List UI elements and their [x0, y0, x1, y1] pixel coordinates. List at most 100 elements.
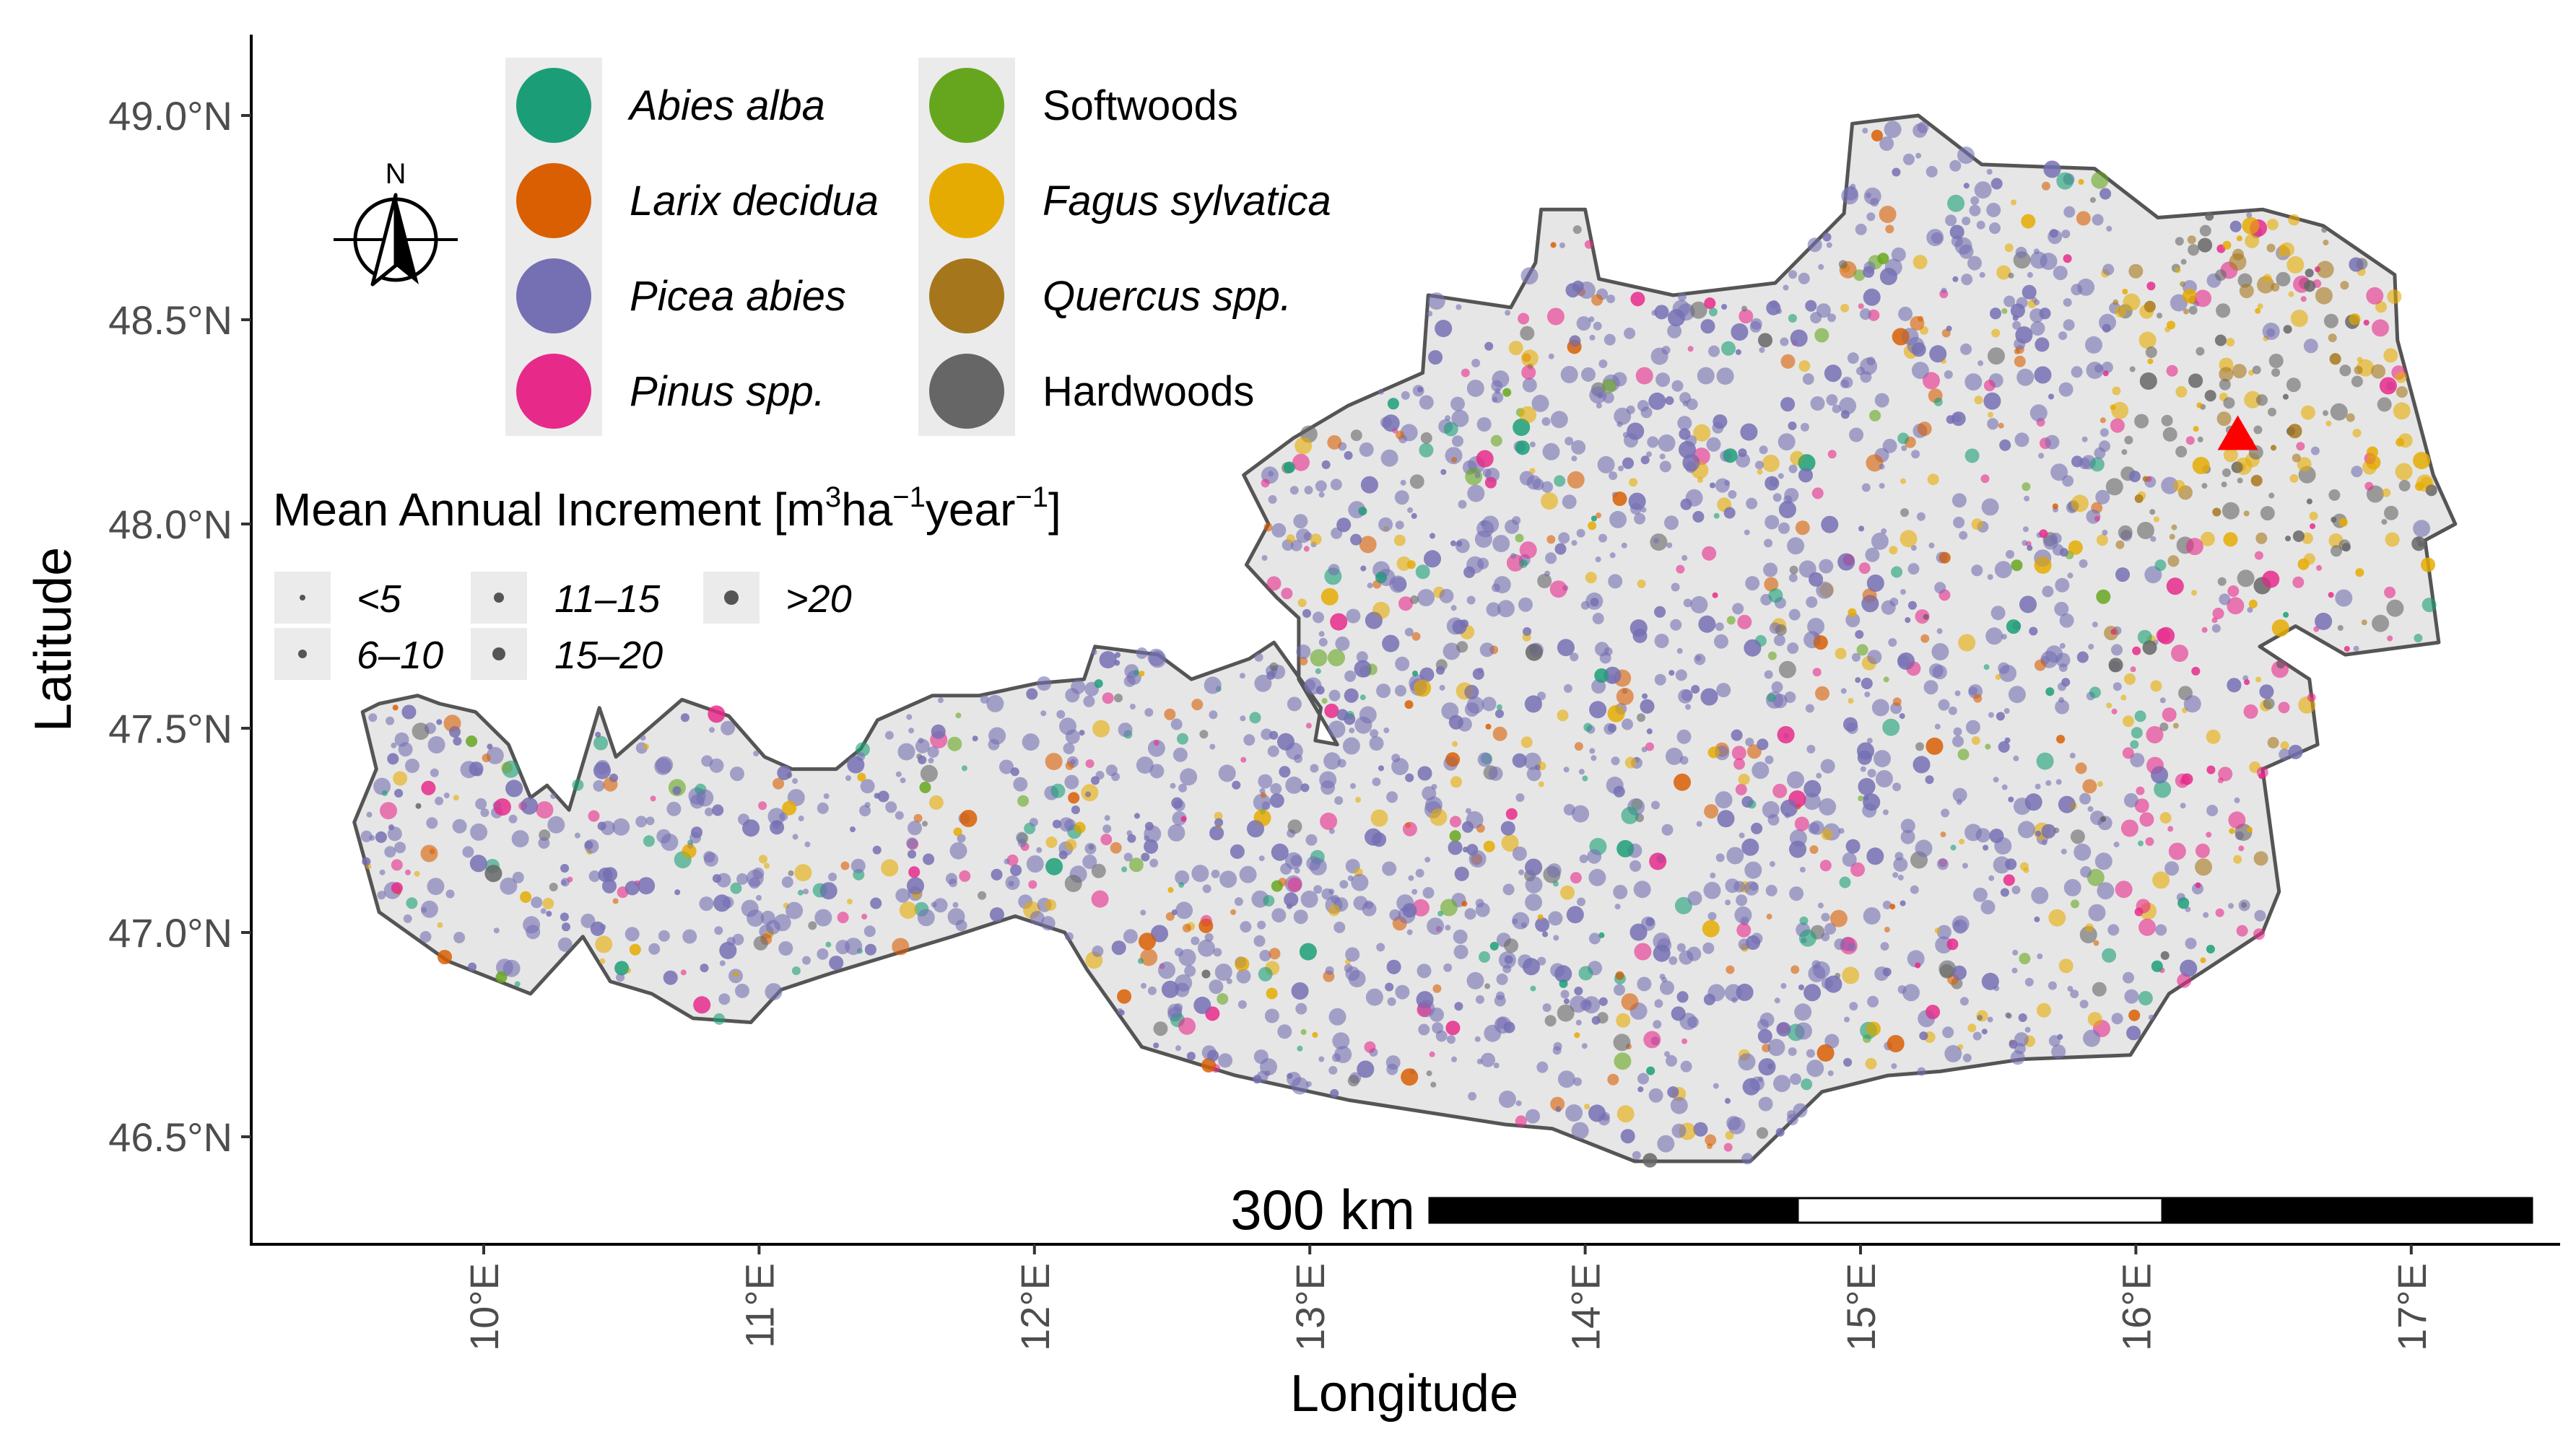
plot-point	[2035, 830, 2041, 837]
plot-point	[1065, 729, 1080, 744]
plot-point	[648, 943, 661, 955]
plot-point	[1858, 562, 1871, 575]
plot-point	[1838, 828, 1845, 834]
plot-point	[756, 895, 762, 901]
plot-point	[1114, 694, 1123, 703]
plot-point	[1929, 345, 1947, 363]
plot-point	[2248, 599, 2258, 608]
plot-point	[2175, 267, 2181, 274]
plot-point	[1646, 451, 1652, 458]
plot-point	[1759, 347, 1765, 353]
plot-point	[900, 777, 906, 784]
plot-point	[1258, 966, 1273, 982]
plot-point	[1870, 198, 1879, 207]
plot-point	[588, 870, 601, 882]
plot-point	[1842, 966, 1860, 984]
plot-point	[1716, 683, 1731, 698]
plot-point	[1502, 388, 1512, 397]
plot-point	[1445, 1021, 1461, 1036]
plot-point	[2154, 559, 2167, 572]
plot-point	[2024, 495, 2030, 502]
plot-point	[1158, 961, 1175, 979]
plot-point	[2023, 867, 2029, 873]
plot-point	[1667, 1086, 1679, 1099]
plot-point	[1520, 326, 1535, 341]
plot-point	[1144, 821, 1154, 831]
plot-point	[1926, 1005, 1941, 1020]
plot-point	[1253, 935, 1266, 947]
plot-point	[1815, 686, 1829, 701]
plot-point	[741, 899, 759, 917]
plot-point	[2219, 367, 2234, 382]
plot-point	[1884, 927, 1890, 933]
plot-point	[2071, 455, 2083, 468]
plot-point	[2181, 773, 2193, 785]
plot-point	[1091, 863, 1106, 878]
plot-point	[1897, 874, 1904, 881]
plot-point	[1693, 424, 1711, 442]
plot-point	[2346, 413, 2355, 422]
plot-point	[895, 771, 902, 777]
plot-point	[2022, 482, 2031, 492]
plot-point	[1588, 521, 1597, 530]
plot-point	[1944, 370, 1953, 379]
plot-point	[366, 811, 373, 818]
plot-point	[1677, 416, 1692, 431]
plot-point	[1443, 963, 1453, 972]
plot-point	[2257, 303, 2263, 310]
plot-point	[1671, 1006, 1686, 1021]
plot-point	[1247, 820, 1264, 838]
plot-point	[2123, 792, 2138, 808]
plot-point	[2115, 881, 2133, 899]
plot-point	[1577, 897, 1585, 907]
plot-point	[742, 819, 760, 837]
plot-point	[2045, 434, 2060, 450]
plot-point	[1676, 647, 1683, 654]
plot-point	[1261, 801, 1271, 811]
plot-point	[709, 727, 715, 733]
plot-point	[1394, 490, 1409, 505]
plot-point	[1892, 782, 1902, 792]
plot-point	[1591, 515, 1597, 522]
legend-swatch-abies-alba	[516, 68, 591, 143]
plot-point	[1419, 442, 1434, 458]
legend-swatch-pinus-spp	[516, 354, 591, 429]
plot-point	[1653, 538, 1659, 544]
plot-point	[1769, 622, 1781, 634]
plot-point	[1687, 946, 1702, 961]
plot-point	[1813, 635, 1828, 650]
plot-point	[1372, 777, 1381, 787]
plot-point	[1406, 929, 1413, 935]
plot-point	[1354, 716, 1372, 734]
plot-point	[1964, 448, 1980, 463]
plot-point	[1775, 1127, 1785, 1137]
plot-point	[1702, 546, 1717, 561]
plot-point	[1523, 627, 1532, 636]
plot-point	[1866, 212, 1876, 222]
plot-point	[1500, 821, 1515, 836]
plot-point	[2379, 377, 2397, 395]
size-key-gt20	[724, 590, 739, 605]
plot-point	[1271, 843, 1289, 861]
plot-point	[1612, 492, 1627, 506]
plot-point	[2164, 861, 2180, 876]
plot-point	[1593, 321, 1602, 331]
plot-point	[1803, 984, 1822, 1002]
plot-point	[2145, 837, 2154, 846]
plot-point	[1409, 474, 1424, 489]
plot-point	[384, 846, 396, 858]
plot-point	[1385, 982, 1394, 992]
plot-point	[1818, 263, 1824, 270]
plot-point	[452, 818, 467, 834]
plot-point	[1653, 944, 1671, 962]
plot-point	[1977, 1015, 1983, 1021]
plot-point	[1328, 1065, 1338, 1075]
plot-point	[696, 789, 714, 807]
y-axis-title: Latitude	[25, 547, 82, 732]
plot-point	[1668, 956, 1678, 965]
plot-point	[2149, 509, 2156, 515]
plot-point	[1923, 613, 1929, 620]
plot-point	[1191, 936, 1200, 945]
plot-point	[1553, 935, 1559, 941]
plot-point	[1128, 857, 1144, 873]
